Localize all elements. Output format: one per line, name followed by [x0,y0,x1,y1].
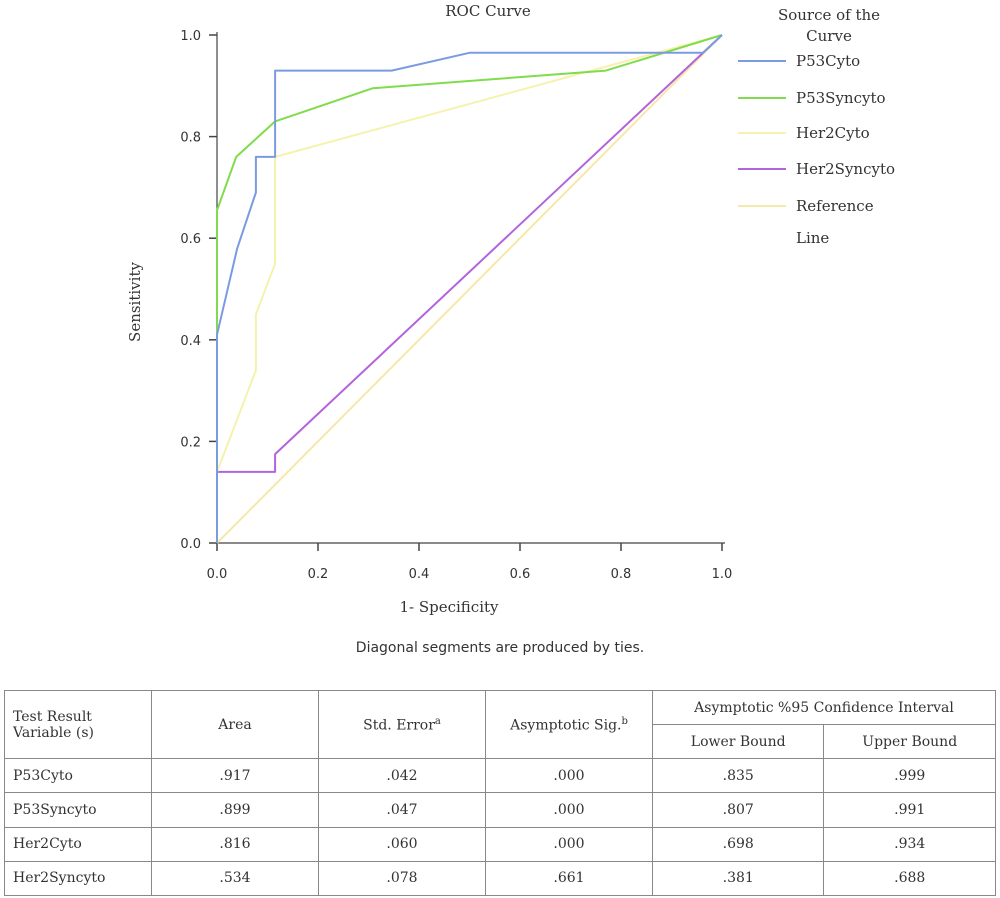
x-tick-label: 0.8 [611,567,632,582]
y-tick-label: 0.2 [180,435,201,450]
roc-chart: ROC Curve 0.0 0.2 0.4 0.6 0.8 1.0 0.0 0.2 0.4 0.6… [126,2,895,616]
legend: Source of the Curve P53Cyto P53Syncyto Her2C… [738,6,895,247]
legend-title-line2: Curve [806,27,852,45]
table-row: Her2Syncyto .534 .078 .661 .381 .688 [4,860,996,897]
header-std-error: Std. Errora [318,689,486,760]
table-row: P53Cyto .917 .042 .000 .835 .999 [4,758,996,794]
row-name: P53Cyto [4,758,152,794]
cell-lower: .835 [651,758,825,794]
table-row: P53Syncyto .899 .047 .000 .807 .991 [4,792,996,828]
y-tick-label: 1.0 [180,29,201,44]
legend-label: Her2Syncyto [796,160,895,178]
x-tick-label: 0.6 [510,567,531,582]
cell-sig: .000 [485,792,653,828]
cell-upper: .999 [823,758,996,794]
series-reference-line [216,34,723,544]
x-axis-label: 1- Specificity [399,598,499,616]
cell-lower: .381 [651,860,825,897]
header-std-error-sup: a [434,715,441,727]
cell-sig: .661 [485,860,653,897]
legend-label: Her2Cyto [796,124,870,142]
x-tick-label: 0.4 [409,567,430,582]
cell-area: .917 [151,758,319,794]
cell-se: .060 [318,826,486,862]
legend-label: P53Syncyto [796,89,886,107]
series-p53cyto [216,34,723,543]
cell-se: .078 [318,860,486,897]
cell-area: .816 [151,826,319,862]
header-sig: Asymptotic Sig.b [485,689,653,760]
header-std-error-text: Std. Error [363,717,435,734]
x-tick-label: 0.0 [207,567,228,582]
row-name: Her2Cyto [4,826,152,862]
cell-area: .899 [151,792,319,828]
x-tick-label: 0.2 [308,567,329,582]
cell-lower: .698 [651,826,825,862]
legend-title: Source of the [778,6,880,24]
header-area: Area [151,689,319,760]
cell-area: .534 [151,860,319,897]
y-tick-label: 0.4 [180,334,201,349]
y-tick-label: 0.8 [180,131,201,146]
y-tick-label: 0.6 [180,232,201,247]
cell-se: .047 [318,792,486,828]
legend-label-line2: Line [796,229,829,247]
header-sig-sup: b [621,715,628,727]
cell-upper: .991 [823,792,996,828]
table-row: Her2Cyto .816 .060 .000 .698 .934 [4,826,996,862]
legend-label: Reference [796,197,874,215]
axes: 0.0 0.2 0.4 0.6 0.8 1.0 0.0 0.2 0.4 0.6 0.8 1.0 [180,29,732,582]
auc-table: Test Result Variable (s) Area Std. Error… [4,689,996,897]
cell-upper: .934 [823,826,996,862]
y-axis-label: Sensitivity [126,262,144,342]
header-ci: Asymptotic %95 Confidence Interval [652,689,996,726]
header-lower: Lower Bound [651,724,825,760]
header-upper: Upper Bound [823,724,996,760]
table-header-row: Test Result Variable (s) Area Std. Error… [4,689,996,760]
cell-sig: .000 [485,826,653,862]
cell-lower: .807 [651,792,825,828]
row-name: P53Syncyto [4,792,152,828]
cell-sig: .000 [485,758,653,794]
y-tick-label: 0.0 [180,537,201,552]
legend-label: P53Cyto [796,52,860,70]
row-name: Her2Syncyto [4,860,152,897]
series-layer [216,34,723,544]
footnote: Diagonal segments are produced by ties. [355,640,645,656]
cell-se: .042 [318,758,486,794]
header-variable: Test Result Variable (s) [4,689,152,760]
chart-title: ROC Curve [445,2,531,20]
table-subheader-row: Lower Bound Upper Bound [5,724,996,760]
header-sig-text: Asymptotic Sig. [510,717,622,734]
x-tick-label: 1.0 [712,567,733,582]
cell-upper: .688 [823,860,996,897]
